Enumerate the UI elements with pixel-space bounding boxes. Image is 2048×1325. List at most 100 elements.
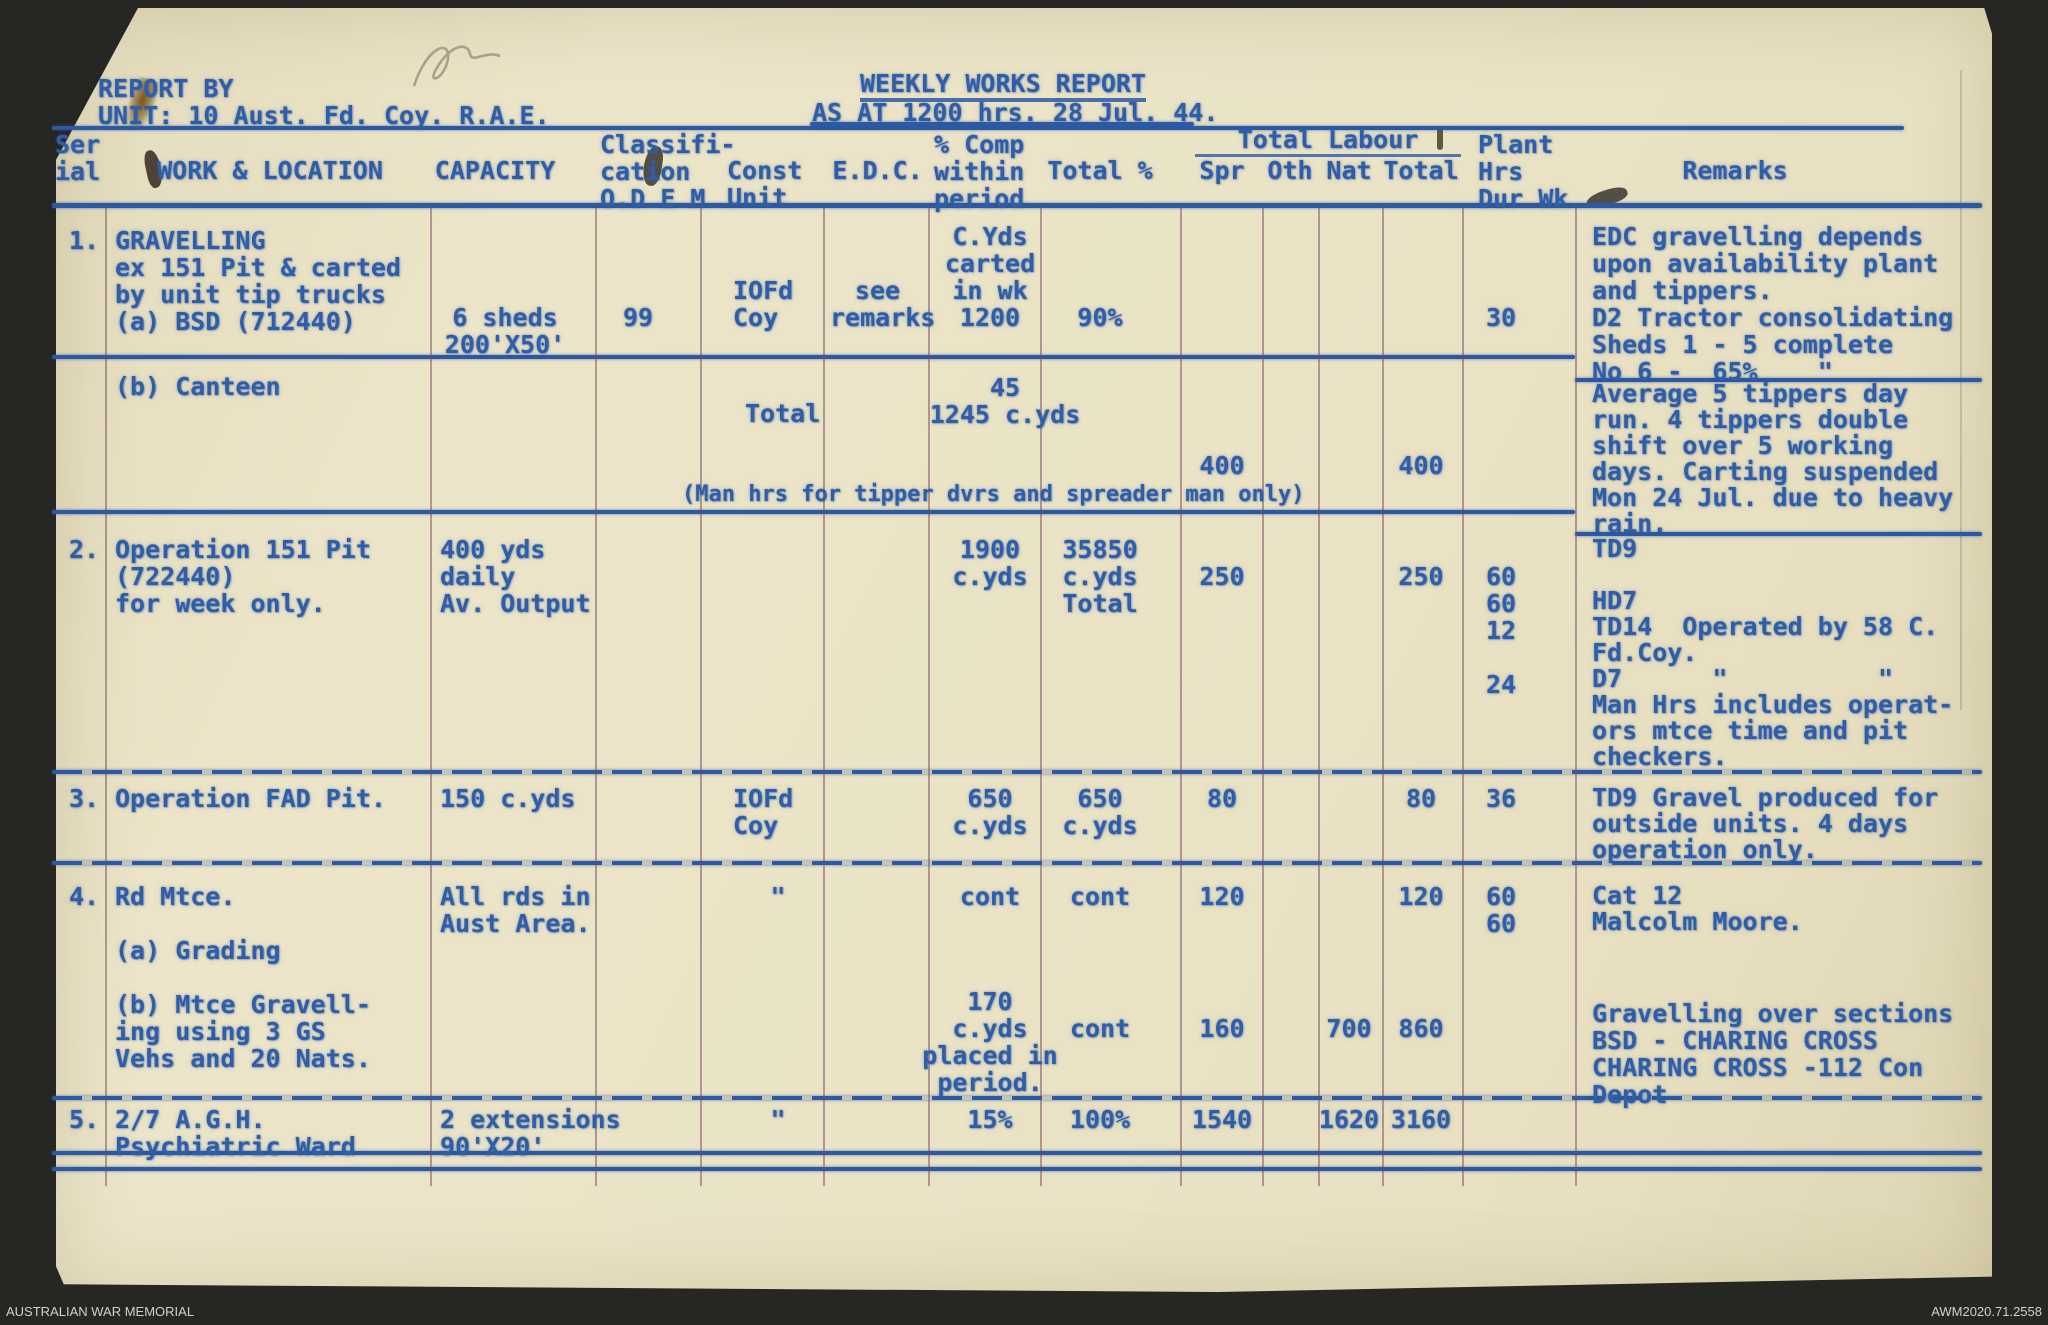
col-header-const-unit: Const Unit [727, 156, 803, 212]
cell-r4a-plant: 60 60 [1486, 882, 1517, 938]
col-header-total: Total [1383, 156, 1459, 185]
col-header-classification: Classifi- cation O.D E M [600, 130, 736, 213]
h-rule [1575, 378, 1982, 382]
cell-r4-work-head: Rd Mtce. [115, 882, 236, 911]
v-rule [1040, 206, 1042, 1186]
cell-r5-spr: 1540 [1191, 1105, 1253, 1134]
h-rule [52, 126, 1904, 130]
h-rule [52, 203, 1982, 208]
report-by-label: REPORT BY [98, 74, 234, 103]
v-rule [1575, 206, 1577, 1186]
h-rule [810, 122, 1194, 126]
col-header-pct-comp: % Comp within period [934, 130, 1025, 213]
cell-r1-pct-comp: C.Yds carted in wk 1200 [944, 222, 1036, 332]
cell-r3-plant: 36 [1486, 784, 1517, 813]
v-rule [1180, 206, 1182, 1186]
doc-title: WEEKLY WORKS REPORT [860, 70, 1146, 102]
cell-r2-total-pct: 35850 c.yds Total [1062, 535, 1138, 618]
col-header-total-pct: Total % [1047, 156, 1153, 185]
cell-r3-remarks: TD9 Gravel produced for outside units. 4… [1592, 783, 1939, 864]
cell-r5-total-pct: 100% [1069, 1105, 1131, 1134]
v-rule [1462, 206, 1464, 1186]
col-header-serial: Ser ial [55, 130, 101, 186]
cell-r2-spr: 250 [1199, 562, 1245, 591]
cell-r3-total: 80 [1405, 784, 1437, 813]
h-rule [52, 355, 1575, 359]
archive-caption-right: AWM2020.71.2558 [1931, 1304, 2042, 1319]
v-rule [823, 206, 825, 1186]
cell-r3-spr: 80 [1206, 784, 1238, 813]
archive-caption-left: AUSTRALIAN WAR MEMORIAL [6, 1304, 195, 1319]
cell-r4a-remarks: Cat 12 Malcolm Moore. [1592, 881, 1803, 936]
h-rule [52, 510, 1575, 514]
cell-r1b-total-label: Total [745, 399, 821, 428]
h-rule [52, 1167, 1982, 1171]
cell-r2-work: Operation 151 Pit (722440) for week only… [115, 535, 371, 618]
cell-r4a-total-pct: cont [1069, 882, 1131, 911]
cell-r5-total: 3160 [1390, 1105, 1452, 1134]
paper-crease [1960, 70, 1962, 710]
cell-r3-serial: 3. [68, 784, 100, 813]
cell-r4-serial: 4. [68, 882, 100, 911]
unit-line: UNIT: 10 Aust. Fd. Coy. R.A.E. [98, 101, 550, 130]
cell-r2-plant: 60 60 12 24 [1486, 562, 1517, 699]
cell-r5-const-unit: " [770, 1105, 786, 1134]
cell-r2-capacity: 400 yds daily Av. Output [440, 535, 591, 618]
v-rule [105, 206, 107, 1186]
v-rule [1262, 206, 1264, 1186]
cell-r1-serial: 1. [68, 226, 100, 255]
cell-r1-capacity: 6 sheds 200'X50' [444, 303, 566, 359]
pencil-mark [412, 45, 501, 87]
h-rule [52, 770, 1982, 774]
cell-r4a-total: 120 [1398, 882, 1444, 911]
h-rule [52, 861, 1982, 865]
cell-r2-total: 250 [1398, 562, 1444, 591]
cell-r4b-total: 860 [1398, 1014, 1444, 1043]
ink-speck [1437, 128, 1443, 150]
cell-r1-total-pct: 90% [1077, 303, 1123, 332]
v-rule [700, 206, 702, 1186]
cell-r1b-total: 400 [1398, 451, 1444, 480]
cell-r1b-work: (b) Canteen [115, 372, 281, 401]
h-rule [52, 1096, 1982, 1100]
cell-r1-remarks: EDC gravelling depends upon availability… [1592, 222, 1954, 386]
v-rule [430, 206, 432, 1186]
cell-r1-const-unit: IOFd Coy [733, 276, 794, 332]
cell-r3-pct-comp: 650 c.yds [952, 784, 1028, 840]
cell-r4b-nat: 700 [1326, 1014, 1372, 1043]
cell-r2-serial: 2. [68, 535, 100, 564]
col-header-nat: Nat [1326, 156, 1372, 185]
h-rule [52, 1151, 1982, 1155]
cell-r3-capacity: 150 c.yds [440, 784, 576, 813]
cell-r1b-spr: 400 [1199, 451, 1245, 480]
cell-r1b-pct-comp: 45 1245 c.yds [929, 373, 1081, 429]
col-header-plant: Plant Hrs Dur Wk [1478, 130, 1569, 213]
v-rule [595, 206, 597, 1186]
cell-r1-classification: 99 [622, 303, 654, 332]
col-header-edc: E.D.C. [832, 156, 923, 185]
cell-r4-const-unit: " [770, 882, 786, 911]
col-header-total-labour: Total Labour [1195, 126, 1461, 157]
v-rule [1382, 206, 1384, 1186]
cell-r5-serial: 5. [68, 1105, 100, 1134]
v-rule [1318, 206, 1320, 1186]
cell-r4b-pct-comp: 170 c.yds placed in period. [922, 987, 1058, 1097]
cell-r5-pct-comp: 15% [967, 1105, 1013, 1134]
cell-r1b-remarks: Average 5 tippers day run. 4 tippers dou… [1592, 379, 1954, 538]
document-paper [56, 8, 1992, 1292]
cell-r1b-footnote: (Man hrs for tipper dvrs and spreader ma… [682, 482, 1305, 507]
cell-r2-pct-comp: 1900 c.yds [952, 535, 1028, 591]
cell-r4a-spr: 120 [1199, 882, 1245, 911]
cell-r4b-remarks: Gravelling over sections BSD - CHARING C… [1592, 999, 1954, 1109]
v-rule [928, 206, 930, 1186]
cell-r3-total-pct: 650 c.yds [1062, 784, 1138, 840]
col-header-capacity: CAPACITY [434, 156, 556, 185]
cell-r1-edc: see remarks [830, 276, 936, 332]
cell-r1-plant: 30 [1486, 303, 1517, 332]
h-rule [1575, 532, 1982, 536]
col-header-oth: Oth [1267, 156, 1313, 185]
col-header-spr: Spr [1199, 156, 1245, 185]
cell-r4b-total-pct: cont [1069, 1014, 1131, 1043]
cell-r5-capacity: 2 extensions 90'X20' [440, 1105, 621, 1161]
